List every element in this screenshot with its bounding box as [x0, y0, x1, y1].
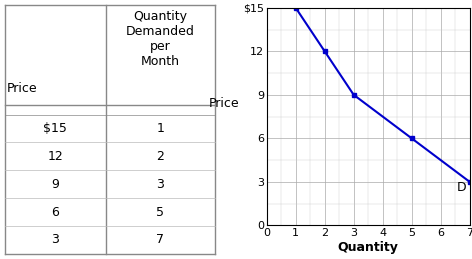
Text: Price: Price [209, 97, 239, 110]
Text: Price: Price [7, 82, 37, 95]
Text: 9: 9 [51, 178, 59, 191]
Text: 7: 7 [156, 233, 164, 246]
Text: $15: $15 [43, 122, 67, 135]
Text: D: D [456, 181, 466, 194]
Text: 3: 3 [156, 178, 164, 191]
X-axis label: Quantity: Quantity [338, 241, 398, 254]
Text: 1: 1 [156, 122, 164, 135]
Text: 6: 6 [51, 206, 59, 219]
Text: Quantity
Demanded
per
Month: Quantity Demanded per Month [126, 10, 194, 68]
Text: 12: 12 [47, 150, 63, 163]
Text: 3: 3 [51, 233, 59, 246]
Text: 5: 5 [156, 206, 164, 219]
Text: 2: 2 [156, 150, 164, 163]
